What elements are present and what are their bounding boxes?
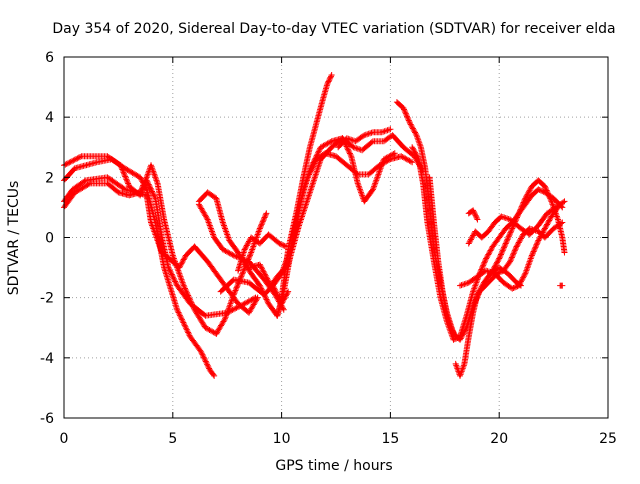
x-tick-label: 10 — [273, 431, 291, 447]
x-tick-label: 5 — [168, 431, 177, 447]
y-tick-label: 4 — [45, 110, 54, 126]
series-track-21 — [487, 264, 524, 289]
series-track-18 — [452, 177, 568, 379]
series-markers — [269, 150, 416, 289]
series-markers — [278, 72, 335, 301]
series-track-11 — [269, 150, 416, 289]
series-track-23 — [557, 282, 566, 289]
y-tick-label: -2 — [40, 291, 54, 307]
series-track-19 — [465, 198, 568, 247]
series-track-22 — [465, 207, 481, 223]
series-markers — [557, 282, 566, 289]
y-tick-label: 2 — [45, 170, 54, 186]
x-tick-label: 0 — [60, 431, 69, 447]
series-track-12 — [274, 132, 427, 319]
series-markers — [274, 132, 427, 319]
y-axis-label: SDTVAR / TECUs — [6, 181, 22, 296]
series-track-14 — [335, 126, 394, 151]
y-tick-label: 0 — [45, 231, 54, 247]
data-markers — [61, 72, 568, 379]
y-tick-label: -4 — [40, 351, 54, 367]
series-track-17 — [426, 174, 459, 340]
axes: 0 5 10 15 20 25 -6 -4 -2 0 2 4 6 — [40, 50, 617, 447]
series-track-13 — [278, 72, 335, 301]
series-markers — [426, 174, 459, 340]
x-tick-label: 15 — [381, 431, 399, 447]
series-markers — [487, 264, 524, 289]
x-axis-label: GPS time / hours — [275, 458, 392, 474]
x-tick-label: 20 — [490, 431, 508, 447]
series-markers — [465, 207, 481, 223]
grid — [64, 57, 608, 418]
series-markers — [452, 177, 568, 379]
y-tick-label: 6 — [45, 50, 54, 66]
y-tick-label: -6 — [40, 411, 54, 427]
x-tick-label: 25 — [599, 431, 617, 447]
series-track-8 — [235, 231, 289, 274]
series-markers — [235, 231, 289, 274]
series-markers — [335, 126, 394, 151]
series-markers — [465, 198, 568, 247]
chart-title: Day 354 of 2020, Sidereal Day-to-day VTE… — [52, 21, 615, 37]
